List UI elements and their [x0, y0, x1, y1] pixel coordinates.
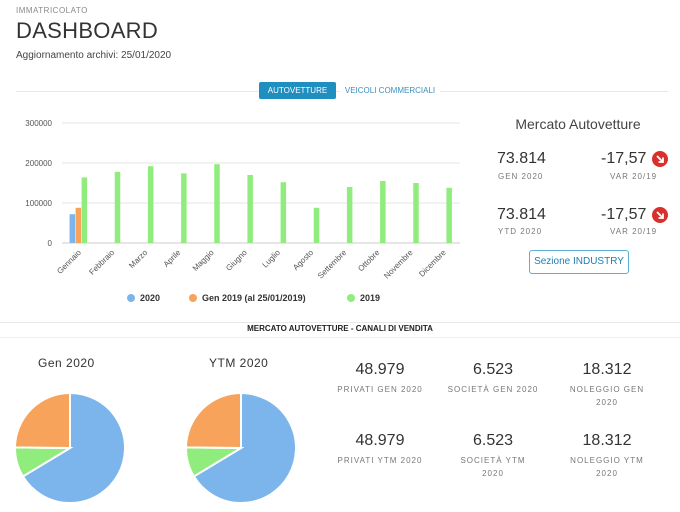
page-title: DASHBOARD [16, 18, 159, 43]
noleggio-gen-value: 18.312 [582, 361, 632, 378]
bar-2019 [214, 164, 220, 243]
x-tick-label: Febbraio [87, 248, 116, 277]
bar-2019 [346, 187, 353, 243]
update-date: Aggiornamento archivi: 25/01/2020 [16, 50, 172, 61]
bar-2019 [147, 166, 154, 243]
societa-ytm-label: SOCIETÀ YTM 2020 [460, 456, 526, 478]
pie-slice-noleggio [13, 391, 71, 450]
kpi-ytd-delta-label: VAR 20/19 [610, 227, 658, 236]
privati-ytm-label: PRIVATI YTM 2020 [337, 456, 423, 465]
industry-section-button[interactable]: Sezione INDUSTRY [529, 250, 629, 274]
pie-chart-gen [13, 391, 126, 504]
channels-section-title: MERCATO AUTOVETTURE - CANALI DI VENDITA [247, 324, 433, 333]
x-tick-label: Marzo [127, 248, 149, 270]
bar-2019 [81, 177, 88, 243]
legend-label: 2020 [140, 293, 160, 303]
y-tick-label: 300000 [25, 119, 52, 128]
bar-2019 [413, 183, 419, 243]
societa-gen-label: SOCIETÀ GEN 2020 [447, 385, 539, 394]
pie-ytm-title: YTM 2020 [209, 356, 269, 370]
y-tick-label: 0 [48, 239, 53, 248]
bar-2019 [181, 173, 187, 243]
kpi-gen-label: GEN 2020 [498, 172, 544, 181]
x-tick-label: Luglio [261, 248, 283, 270]
legend-marker [127, 294, 135, 302]
societa-ytm-value: 6.523 [472, 432, 514, 449]
bar-2019 [446, 187, 452, 243]
pie-slice-privati [21, 391, 126, 504]
bar-2019 [114, 171, 121, 243]
section-divider [0, 337, 680, 338]
pie-slice-privati [192, 391, 297, 504]
x-tick-label: Ottobre [356, 248, 382, 274]
market-title: Mercato Autovetture [515, 116, 641, 132]
x-tick-label: Giugno [224, 248, 249, 273]
pie-gen-title: Gen 2020 [38, 356, 95, 370]
kpi-gen-delta-label: VAR 20/19 [610, 172, 658, 181]
pie-slice-noleggio [184, 391, 242, 450]
pie-chart-ytm [184, 391, 297, 504]
x-tick-label: Gennaio [55, 248, 83, 276]
bar-2019 [280, 182, 287, 243]
legend-marker [189, 294, 197, 302]
page-eyebrow: IMMATRICOLATO [16, 6, 88, 15]
bar-2019 [313, 207, 320, 243]
x-tick-label: Agosto [291, 248, 315, 272]
legend-label: 2019 [360, 293, 380, 303]
bar-2019 [380, 181, 386, 243]
privati-ytm-value: 48.979 [355, 432, 405, 449]
bar-2019 [247, 175, 253, 243]
societa-gen-value: 6.523 [472, 361, 514, 378]
y-tick-label: 200000 [25, 159, 52, 168]
x-tick-label: Maggio [191, 248, 216, 273]
kpi-ytd-delta: -17,57 [601, 206, 647, 223]
bar-2020 [69, 214, 76, 243]
privati-gen-value: 48.979 [355, 361, 405, 378]
y-tick-label: 100000 [25, 199, 52, 208]
kpi-ytd-value: 73.814 [497, 206, 546, 223]
down-arrow-icon [652, 151, 668, 167]
x-tick-label: Dicembre [417, 248, 448, 279]
x-tick-label: Aprile [162, 248, 183, 269]
privati-gen-label: PRIVATI GEN 2020 [337, 385, 423, 394]
kpi-gen-delta: -17,57 [601, 150, 647, 167]
x-tick-label: Novembre [382, 248, 415, 281]
section-divider [0, 322, 680, 323]
legend-marker [347, 294, 355, 302]
noleggio-gen-label: NOLEGGIO GEN 2020 [569, 385, 645, 407]
tab-veicoli-commerciali[interactable]: VEICOLI COMMERCIALI [340, 82, 440, 99]
monthly-registrations-chart: 0 100000 200000 300000 Gennaio Febbraio Marzo A… [25, 119, 460, 303]
noleggio-ytm-value: 18.312 [582, 432, 632, 449]
kpi-gen-value: 73.814 [497, 150, 546, 167]
tab-autovetture[interactable]: AUTOVETTURE [259, 82, 336, 99]
bar-gen-2019-al-25-01-2019- [75, 207, 82, 243]
legend-label: Gen 2019 (al 25/01/2019) [202, 293, 306, 303]
kpi-ytd-label: YTD 2020 [498, 227, 543, 236]
x-tick-label: Settembre [316, 248, 349, 281]
noleggio-ytm-label: NOLEGGIO YTM 2020 [570, 456, 644, 478]
down-arrow-icon [652, 207, 668, 223]
